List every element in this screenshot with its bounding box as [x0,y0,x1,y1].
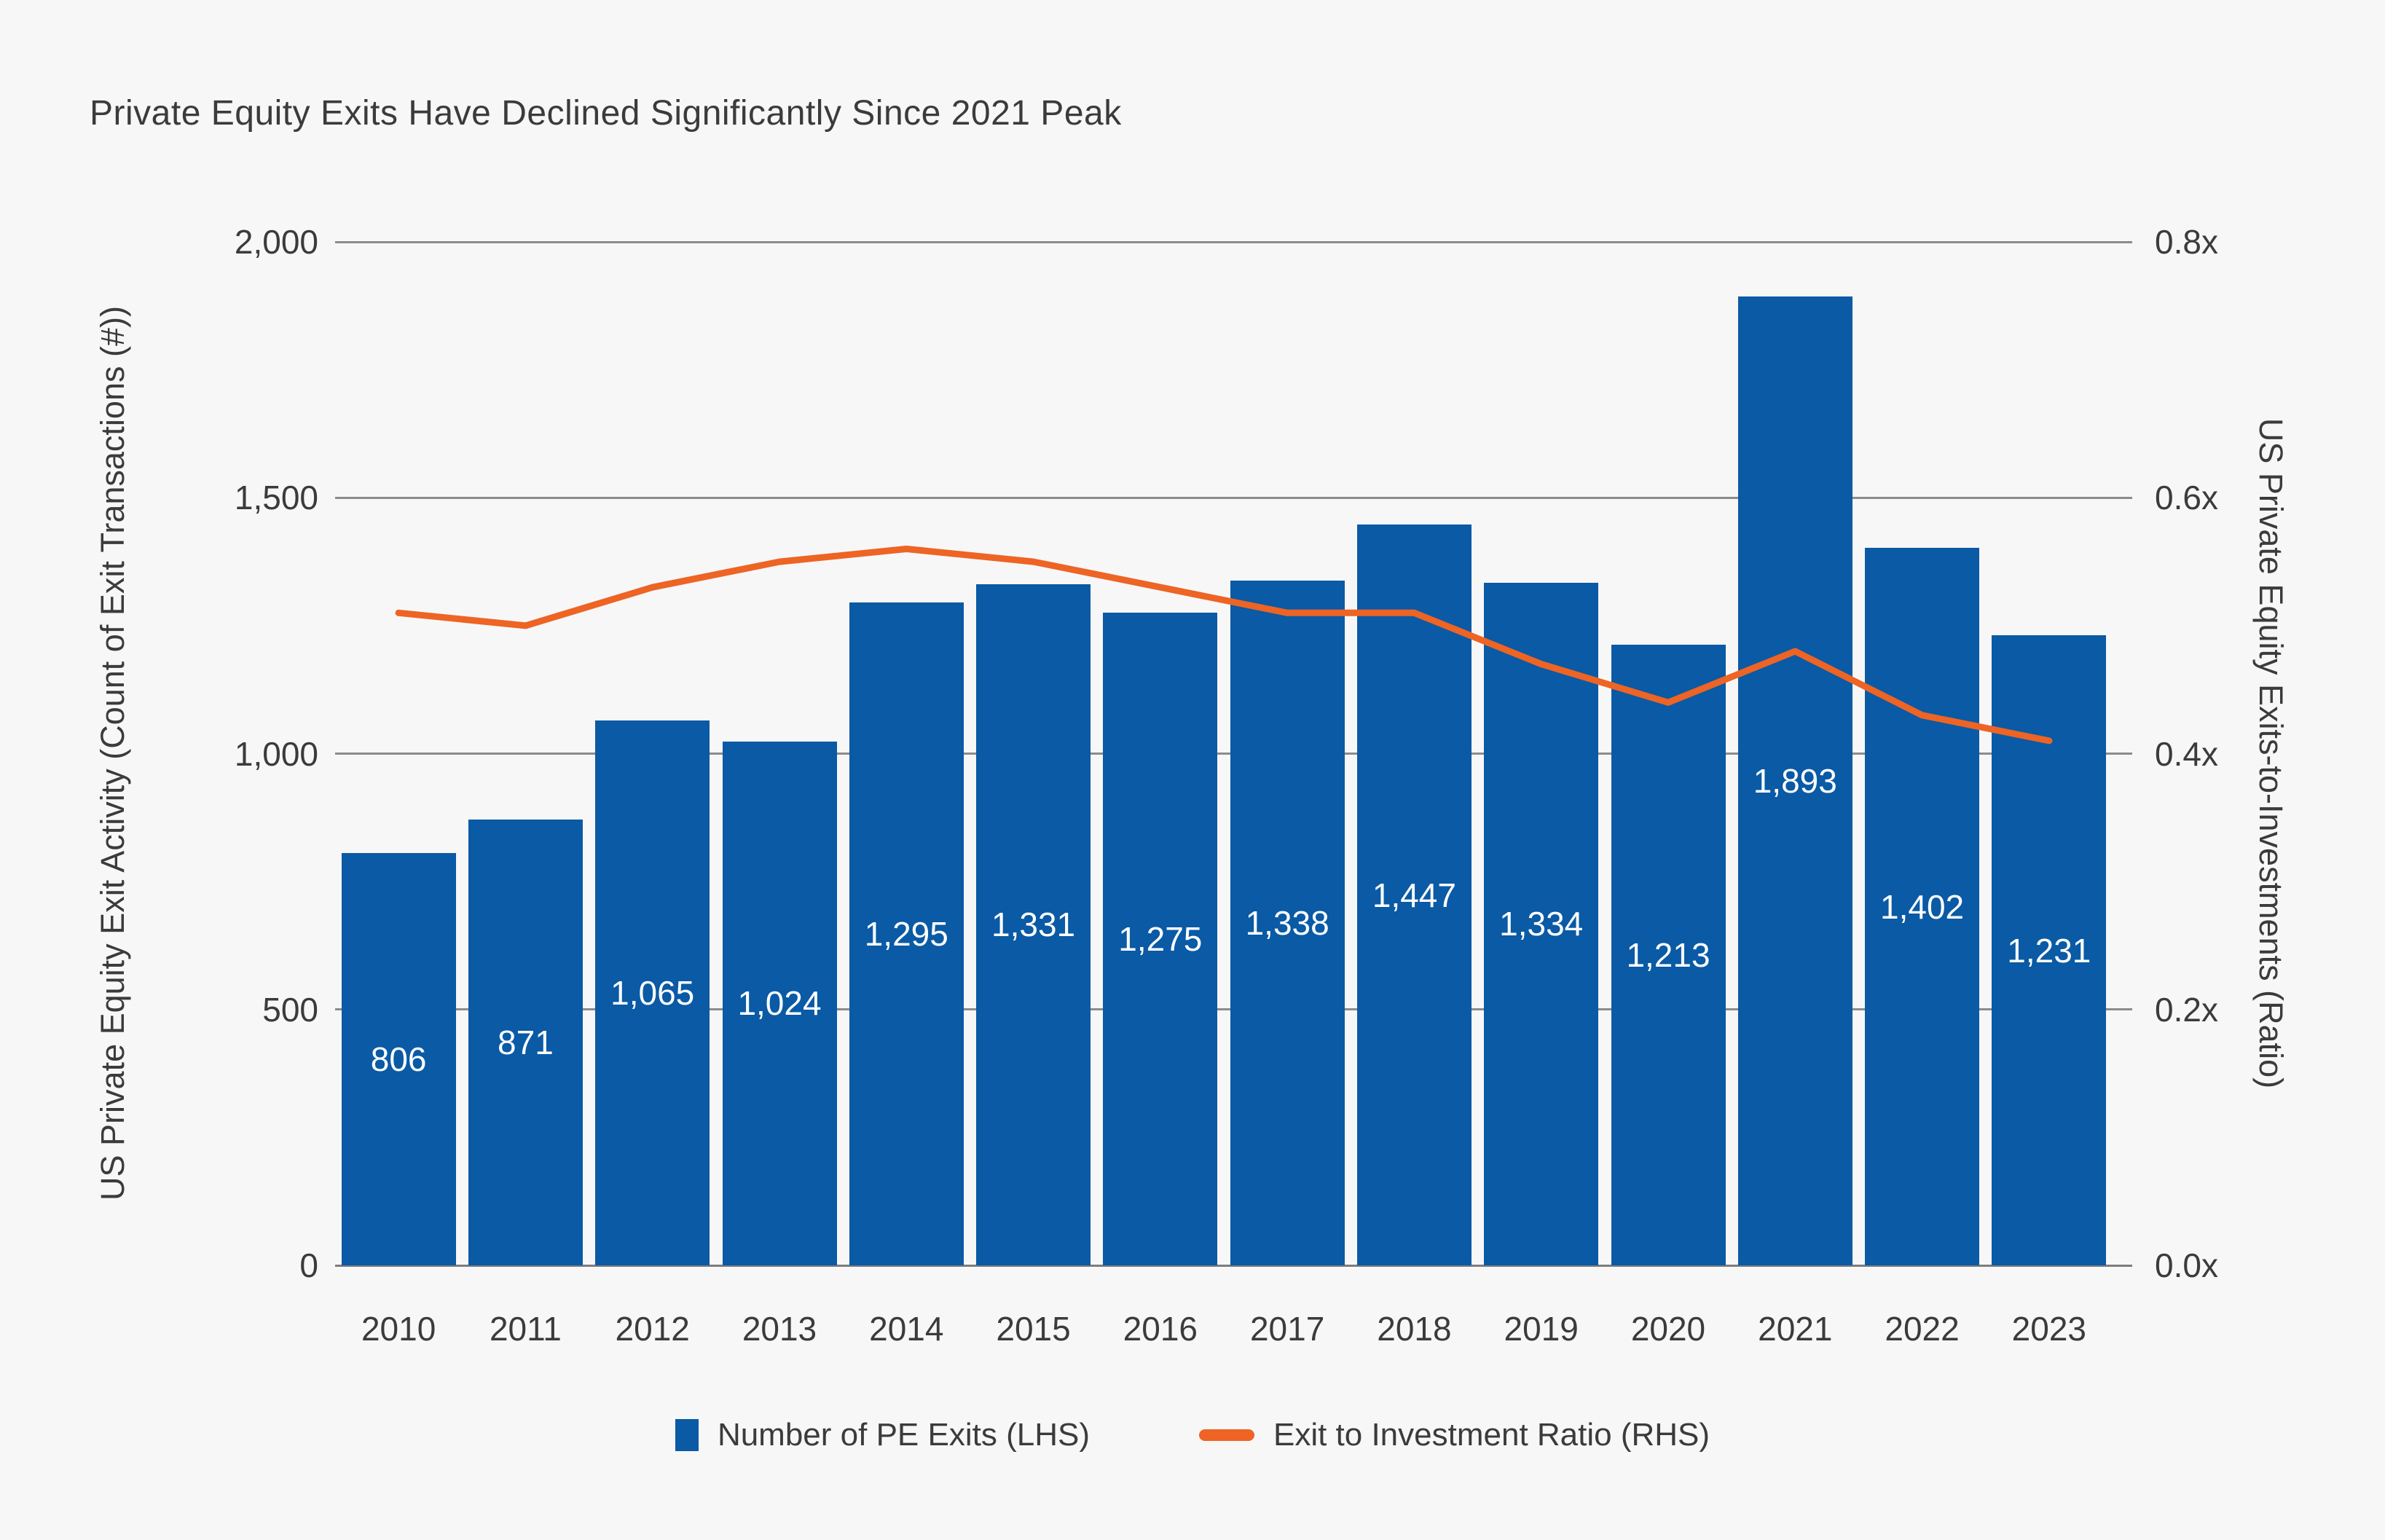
legend-item-bars: Number of PE Exits (LHS) [675,1417,1090,1453]
legend-label-line: Exit to Investment Ratio (RHS) [1273,1417,1710,1453]
line-series-swatch-icon [1198,1429,1254,1441]
x-axis-label: 2022 [1885,1310,1960,1348]
right-axis-ticks: 0.8x 0.6x 0.4x 0.2x 0.0x [2155,0,2385,1540]
y-axis-tick-left: 0 [299,1246,318,1284]
gridline [335,240,2132,243]
bar-2012 [595,720,710,1265]
legend: Number of PE Exits (LHS) Exit to Investm… [0,1412,2385,1458]
y-axis-tick-left: 500 [262,990,318,1029]
left-axis-ticks: 2,000 1,500 1,000 500 0 [0,0,318,1540]
bar-value-label: 1,024 [737,984,822,1023]
bar-value-label: 1,275 [1118,920,1203,959]
bar-value-label: 1,334 [1499,905,1584,943]
bar-value-label: 1,295 [864,915,948,954]
y-axis-tick-right: 0.8x [2155,223,2218,261]
legend-item-line: Exit to Investment Ratio (RHS) [1198,1417,1710,1453]
x-axis-label: 2012 [615,1310,690,1348]
bar-2021 [1737,296,1852,1265]
bar-value-label: 1,893 [1753,762,1837,801]
x-axis-label: 2010 [361,1310,436,1348]
left-axis-title: US Private Equity Exit Activity (Count o… [94,306,131,1201]
bar-value-label: 1,065 [610,973,695,1012]
bar-2020 [1611,644,1726,1265]
legend-label-bars: Number of PE Exits (LHS) [717,1417,1090,1453]
x-axis-label: 2011 [489,1310,562,1348]
bar-value-label: 1,213 [1626,935,1710,974]
gridline [335,496,2132,499]
x-axis-label: 2018 [1377,1310,1452,1348]
chart-title: Private Equity Exits Have Declined Signi… [90,94,1122,133]
bar-value-label: 1,447 [1372,876,1456,914]
y-axis-tick-right: 0.4x [2155,734,2218,773]
x-axis-label: 2023 [2011,1310,2087,1348]
bar-value-label: 1,338 [1245,904,1329,943]
x-axis-label: 2017 [1249,1310,1325,1348]
x-axis-label: 2014 [869,1310,944,1348]
x-axis-label: 2016 [1123,1310,1198,1348]
x-axis-label: 2019 [1504,1310,1579,1348]
bar-value-label: 806 [370,1040,427,1078]
y-axis-tick-left: 1,000 [234,734,318,773]
y-axis-tick-right: 0.0x [2155,1246,2218,1284]
y-axis-tick-right: 0.6x [2155,479,2218,517]
bar-2010 [341,852,456,1265]
y-axis-tick-left: 1,500 [234,479,318,517]
x-axis-label: 2021 [1758,1310,1833,1348]
y-axis-tick-right: 0.2x [2155,990,2218,1029]
right-axis-title: US Private Equity Exits-to-Investments (… [2252,417,2290,1089]
x-axis-label: 2013 [742,1310,817,1348]
x-axis-label: 2015 [996,1310,1071,1348]
bar-value-label: 1,231 [2007,931,2091,970]
bar-2013 [722,741,837,1265]
x-axis-label: 2020 [1630,1310,1706,1348]
bar-value-label: 1,331 [991,905,1076,944]
y-axis-tick-left: 2,000 [234,223,318,261]
bar-value-label: 871 [498,1024,554,1062]
x-axis-line [335,1264,2132,1267]
bar-value-label: 1,402 [1880,887,1965,926]
bar-2011 [468,820,583,1265]
bar-series-swatch-icon [675,1419,699,1451]
